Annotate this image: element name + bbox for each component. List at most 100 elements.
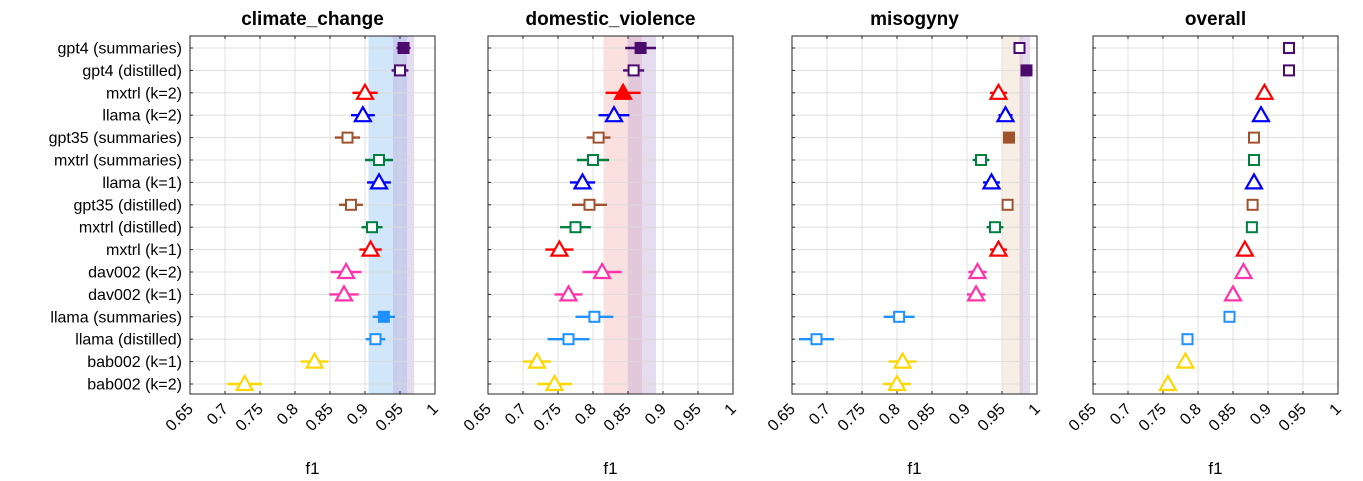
panel-frame	[487, 35, 734, 395]
data-point-mxtrl-k-2	[1254, 82, 1275, 100]
data-point-mxtrl-k-2	[352, 82, 378, 100]
panel-frame	[1092, 35, 1339, 395]
data-point-bab002-k-1	[1175, 351, 1196, 369]
data-point-llama-k-2	[995, 104, 1016, 123]
data-point-dav002-k-1	[329, 284, 359, 302]
panel-misogyny: 0.65 0.7 0.75 0.8 0.85 0.9 0.95 1 misogyny f1	[765, 9, 1044, 478]
x-tick-label: 0.8	[1177, 401, 1205, 429]
y-label-mxtrl-k-1: mxtrl (k=1)	[106, 242, 182, 259]
data-point-llama-k-1	[1244, 172, 1264, 190]
data-point-dav002-k-2	[582, 261, 622, 280]
data-point-gpt35-distilled	[572, 198, 607, 211]
x-tick-label: 0.7	[806, 401, 834, 429]
x-tick-label: 0.85	[1206, 401, 1240, 435]
y-label-llama-summaries: llama (summaries)	[50, 309, 182, 326]
data-point-gpt35-summaries	[1003, 131, 1015, 144]
triangle-marker	[1233, 261, 1254, 280]
x-axis-label: f1	[305, 459, 319, 478]
y-label-llama-k-2: llama (k=2)	[102, 108, 182, 125]
data-point-bab002-k-1	[888, 351, 917, 369]
reference-band-2	[1019, 36, 1030, 394]
triangle-marker	[988, 239, 1009, 257]
data-point-gpt4-distilled	[623, 64, 645, 77]
panel-frame	[791, 35, 1038, 395]
x-tick-label: 1	[1026, 401, 1044, 419]
triangle-marker	[1158, 373, 1178, 392]
data-point-dav002-k-1	[554, 284, 583, 302]
triangle-marker	[892, 351, 913, 369]
y-label-llama-k-1: llama (k=1)	[102, 175, 182, 192]
x-tick-label: 0.9	[1247, 401, 1275, 429]
square-marker	[341, 131, 354, 144]
x-tick-label: 0.8	[876, 401, 904, 429]
x-tick-label: 0.65	[1066, 401, 1100, 435]
triangle-marker	[544, 373, 565, 392]
x-tick-label: 0.75	[531, 401, 565, 435]
data-point-llama-summaries	[372, 310, 396, 323]
y-label-gpt35-distilled: gpt35 (distilled)	[74, 197, 183, 214]
square-marker	[592, 131, 605, 144]
x-tick-label: 0.9	[344, 401, 372, 429]
data-point-llama-k-2	[598, 104, 630, 123]
data-point-gpt4-distilled	[391, 64, 409, 77]
square-marker	[627, 64, 640, 77]
x-tick-label: 0.95	[671, 401, 705, 435]
square-marker	[1020, 64, 1033, 77]
data-point-mxtrl-distilled	[1245, 221, 1258, 234]
data-point-llama-k-2	[1251, 104, 1271, 123]
triangle-marker	[353, 104, 373, 123]
reference-band-2	[393, 36, 414, 394]
square-marker	[1245, 221, 1258, 234]
triangle-marker	[572, 172, 593, 190]
square-marker	[369, 333, 382, 346]
data-point-llama-distilled	[547, 333, 590, 346]
x-tick-label: 0.95	[1276, 401, 1310, 435]
square-marker	[583, 198, 596, 211]
triangle-marker	[1223, 284, 1243, 302]
data-point-mxtrl-summaries	[1248, 154, 1260, 166]
data-point-llama-distilled	[365, 333, 386, 346]
triangle-marker	[369, 172, 389, 190]
data-point-mxtrl-k-1	[988, 239, 1009, 257]
data-point-bab002-k-2	[883, 373, 911, 392]
triangle-marker	[1235, 239, 1255, 257]
y-label-mxtrl-k-2: mxtrl (k=2)	[106, 85, 182, 102]
data-point-mxtrl-summaries	[576, 154, 610, 166]
triangle-marker	[549, 239, 570, 257]
square-marker	[1283, 42, 1295, 54]
x-tick-label: 0.9	[642, 401, 670, 429]
square-marker	[366, 221, 378, 234]
data-point-gpt35-distilled	[1246, 198, 1259, 211]
triangle-marker	[604, 104, 624, 123]
panel-background	[488, 36, 733, 394]
data-point-dav002-k-1	[1223, 284, 1243, 302]
square-marker	[394, 64, 406, 77]
square-marker	[1003, 131, 1015, 144]
square-marker	[1181, 333, 1194, 346]
triangle-marker	[1254, 82, 1275, 100]
square-marker	[1248, 131, 1260, 144]
data-point-mxtrl-k-1	[359, 239, 382, 257]
triangle-marker	[988, 82, 1009, 100]
square-marker	[1013, 42, 1026, 54]
square-marker	[1001, 198, 1014, 211]
x-tick-label: 0.95	[975, 401, 1009, 435]
square-marker	[588, 310, 601, 323]
panel-frame	[189, 35, 436, 395]
x-tick-label: 0.9	[946, 401, 974, 429]
data-point-mxtrl-summaries	[365, 154, 393, 166]
square-marker	[989, 221, 1001, 234]
panel-background	[1093, 36, 1338, 394]
data-point-gpt4-distilled	[1020, 64, 1033, 77]
triangle-marker	[887, 373, 907, 392]
triangle-marker	[360, 239, 381, 257]
data-point-gpt35-distilled	[339, 198, 363, 211]
triangle-marker	[336, 261, 356, 280]
triangle-marker	[1251, 104, 1271, 123]
x-tick-label: 1	[722, 401, 740, 419]
triangle-marker	[334, 284, 354, 302]
data-point-llama-distilled	[799, 333, 834, 346]
triangle-marker	[995, 104, 1016, 123]
data-point-gpt4-distilled	[1283, 64, 1295, 77]
y-label-gpt4-summaries: gpt4 (summaries)	[58, 41, 182, 58]
